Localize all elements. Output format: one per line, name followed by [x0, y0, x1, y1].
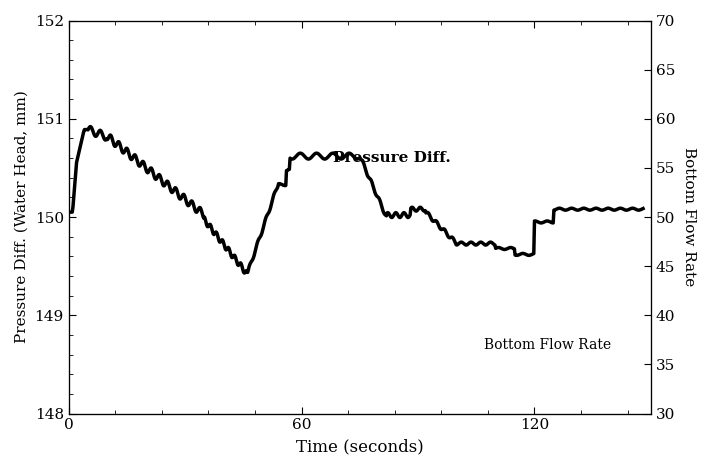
Text: Bottom Flow Rate: Bottom Flow Rate — [484, 338, 611, 352]
X-axis label: Time (seconds): Time (seconds) — [296, 438, 424, 455]
Y-axis label: Bottom Flow Rate: Bottom Flow Rate — [682, 148, 696, 287]
Text: Pressure Diff.: Pressure Diff. — [333, 151, 450, 165]
Y-axis label: Pressure Diff. (Water Head, mm): Pressure Diff. (Water Head, mm) — [15, 91, 29, 344]
